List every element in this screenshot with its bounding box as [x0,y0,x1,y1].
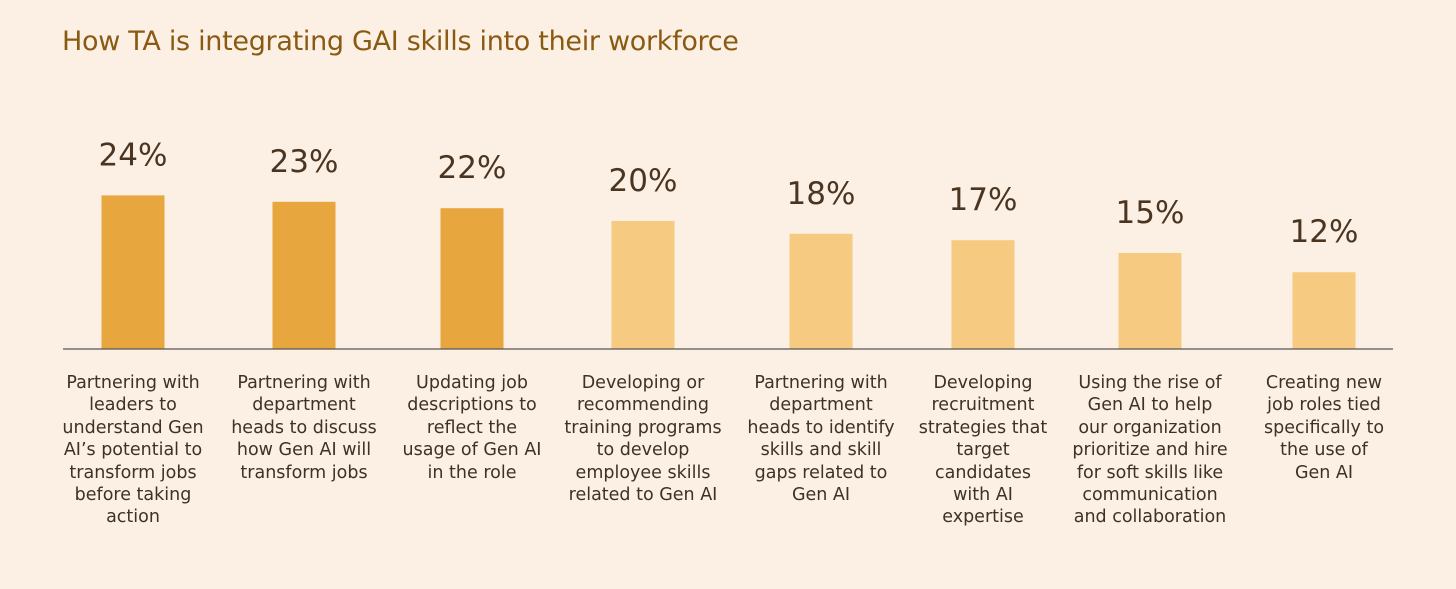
value-label-6: 17% [949,182,1018,218]
category-label-7: Using the rise of Gen AI to help our org… [1072,373,1228,528]
bar-6 [951,240,1015,349]
category-label-4: Developing or recommending training prog… [564,373,722,506]
bar-1 [101,195,165,349]
value-label-5: 18% [787,176,856,212]
bar-8 [1292,272,1356,349]
value-label-2: 23% [270,144,339,180]
category-label-2: Partnering with department heads to disc… [231,373,377,483]
bar-2 [272,201,336,349]
category-label-3: Updating job descriptions to reflect the… [402,373,542,483]
value-labels-group: 24% 23% 22% 20% 18% 17% 15% 12% [99,137,1359,250]
bars-group [101,195,1356,349]
bar-5 [789,233,853,349]
bar-7 [1118,253,1182,349]
bar-4 [611,221,675,349]
category-label-6: Developing recruitment strategies that t… [918,373,1048,528]
value-label-1: 24% [99,137,168,173]
value-label-7: 15% [1116,195,1185,231]
value-label-8: 12% [1290,214,1359,250]
value-label-3: 22% [438,150,507,186]
value-label-4: 20% [609,163,678,199]
category-label-5: Partnering with department heads to iden… [747,373,895,506]
bar-3 [440,208,504,349]
category-label-1: Partnering with leaders to understand Ge… [62,373,204,528]
category-label-8: Creating new job roles tied specifically… [1263,373,1385,483]
chart-title: How TA is integrating GAI skills into th… [62,26,739,57]
